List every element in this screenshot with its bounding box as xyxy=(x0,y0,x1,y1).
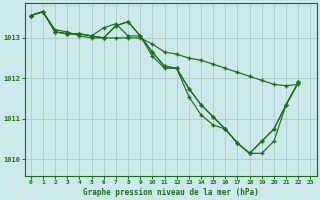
X-axis label: Graphe pression niveau de la mer (hPa): Graphe pression niveau de la mer (hPa) xyxy=(83,188,259,197)
